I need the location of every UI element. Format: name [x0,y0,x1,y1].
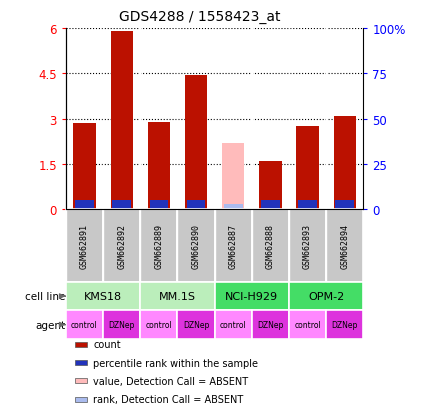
Bar [298,200,317,210]
Bar [112,200,131,210]
Bar [75,378,87,383]
Text: GDS4288 / 1558423_at: GDS4288 / 1558423_at [119,10,280,24]
Bar [140,311,178,339]
Text: control: control [71,320,98,329]
Text: GSM662892: GSM662892 [117,223,126,268]
Bar [259,161,281,210]
Text: MM.1S: MM.1S [159,292,196,301]
Bar [215,210,252,282]
Text: GSM662891: GSM662891 [80,223,89,268]
Text: GSM662888: GSM662888 [266,223,275,268]
Text: count: count [93,339,121,350]
Bar [252,311,289,339]
Text: control: control [145,320,172,329]
Bar [75,361,87,365]
Text: OPM-2: OPM-2 [308,292,344,301]
Text: value, Detection Call = ABSENT: value, Detection Call = ABSENT [93,376,248,386]
Bar [178,210,215,282]
Bar [66,282,140,311]
Bar [73,124,96,210]
Bar [178,311,215,339]
Bar [335,200,354,210]
Bar [326,311,363,339]
Text: control: control [294,320,321,329]
Text: GSM662890: GSM662890 [192,223,201,268]
Text: GSM662894: GSM662894 [340,223,349,268]
Bar [140,210,178,282]
Text: KMS18: KMS18 [84,292,122,301]
Bar [75,342,87,347]
Text: agent: agent [35,320,65,330]
Bar [224,204,243,210]
Bar [252,210,289,282]
Bar [75,396,87,401]
Bar [215,311,252,339]
Bar [326,210,363,282]
Text: GSM662887: GSM662887 [229,223,238,268]
Text: rank, Detection Call = ABSENT: rank, Detection Call = ABSENT [93,394,244,404]
Bar [75,200,94,210]
Bar [215,282,289,311]
Bar [187,200,205,210]
Text: DZNep: DZNep [108,320,135,329]
Bar [110,32,133,210]
Bar [222,143,244,210]
Text: GSM662889: GSM662889 [154,223,163,268]
Bar [185,76,207,210]
Bar [150,200,168,210]
Text: DZNep: DZNep [257,320,283,329]
Bar [289,311,326,339]
Bar [289,282,363,311]
Text: control: control [220,320,246,329]
Text: GSM662893: GSM662893 [303,223,312,268]
Text: DZNep: DZNep [332,320,358,329]
Bar [148,122,170,210]
Bar [289,210,326,282]
Bar [66,210,103,282]
Text: DZNep: DZNep [183,320,209,329]
Text: percentile rank within the sample: percentile rank within the sample [93,358,258,368]
Bar [334,116,356,210]
Bar [103,311,140,339]
Bar [261,200,280,210]
Bar [140,282,215,311]
Bar [296,127,319,210]
Bar [103,210,140,282]
Text: NCI-H929: NCI-H929 [225,292,278,301]
Bar [66,311,103,339]
Text: cell line: cell line [25,292,65,301]
